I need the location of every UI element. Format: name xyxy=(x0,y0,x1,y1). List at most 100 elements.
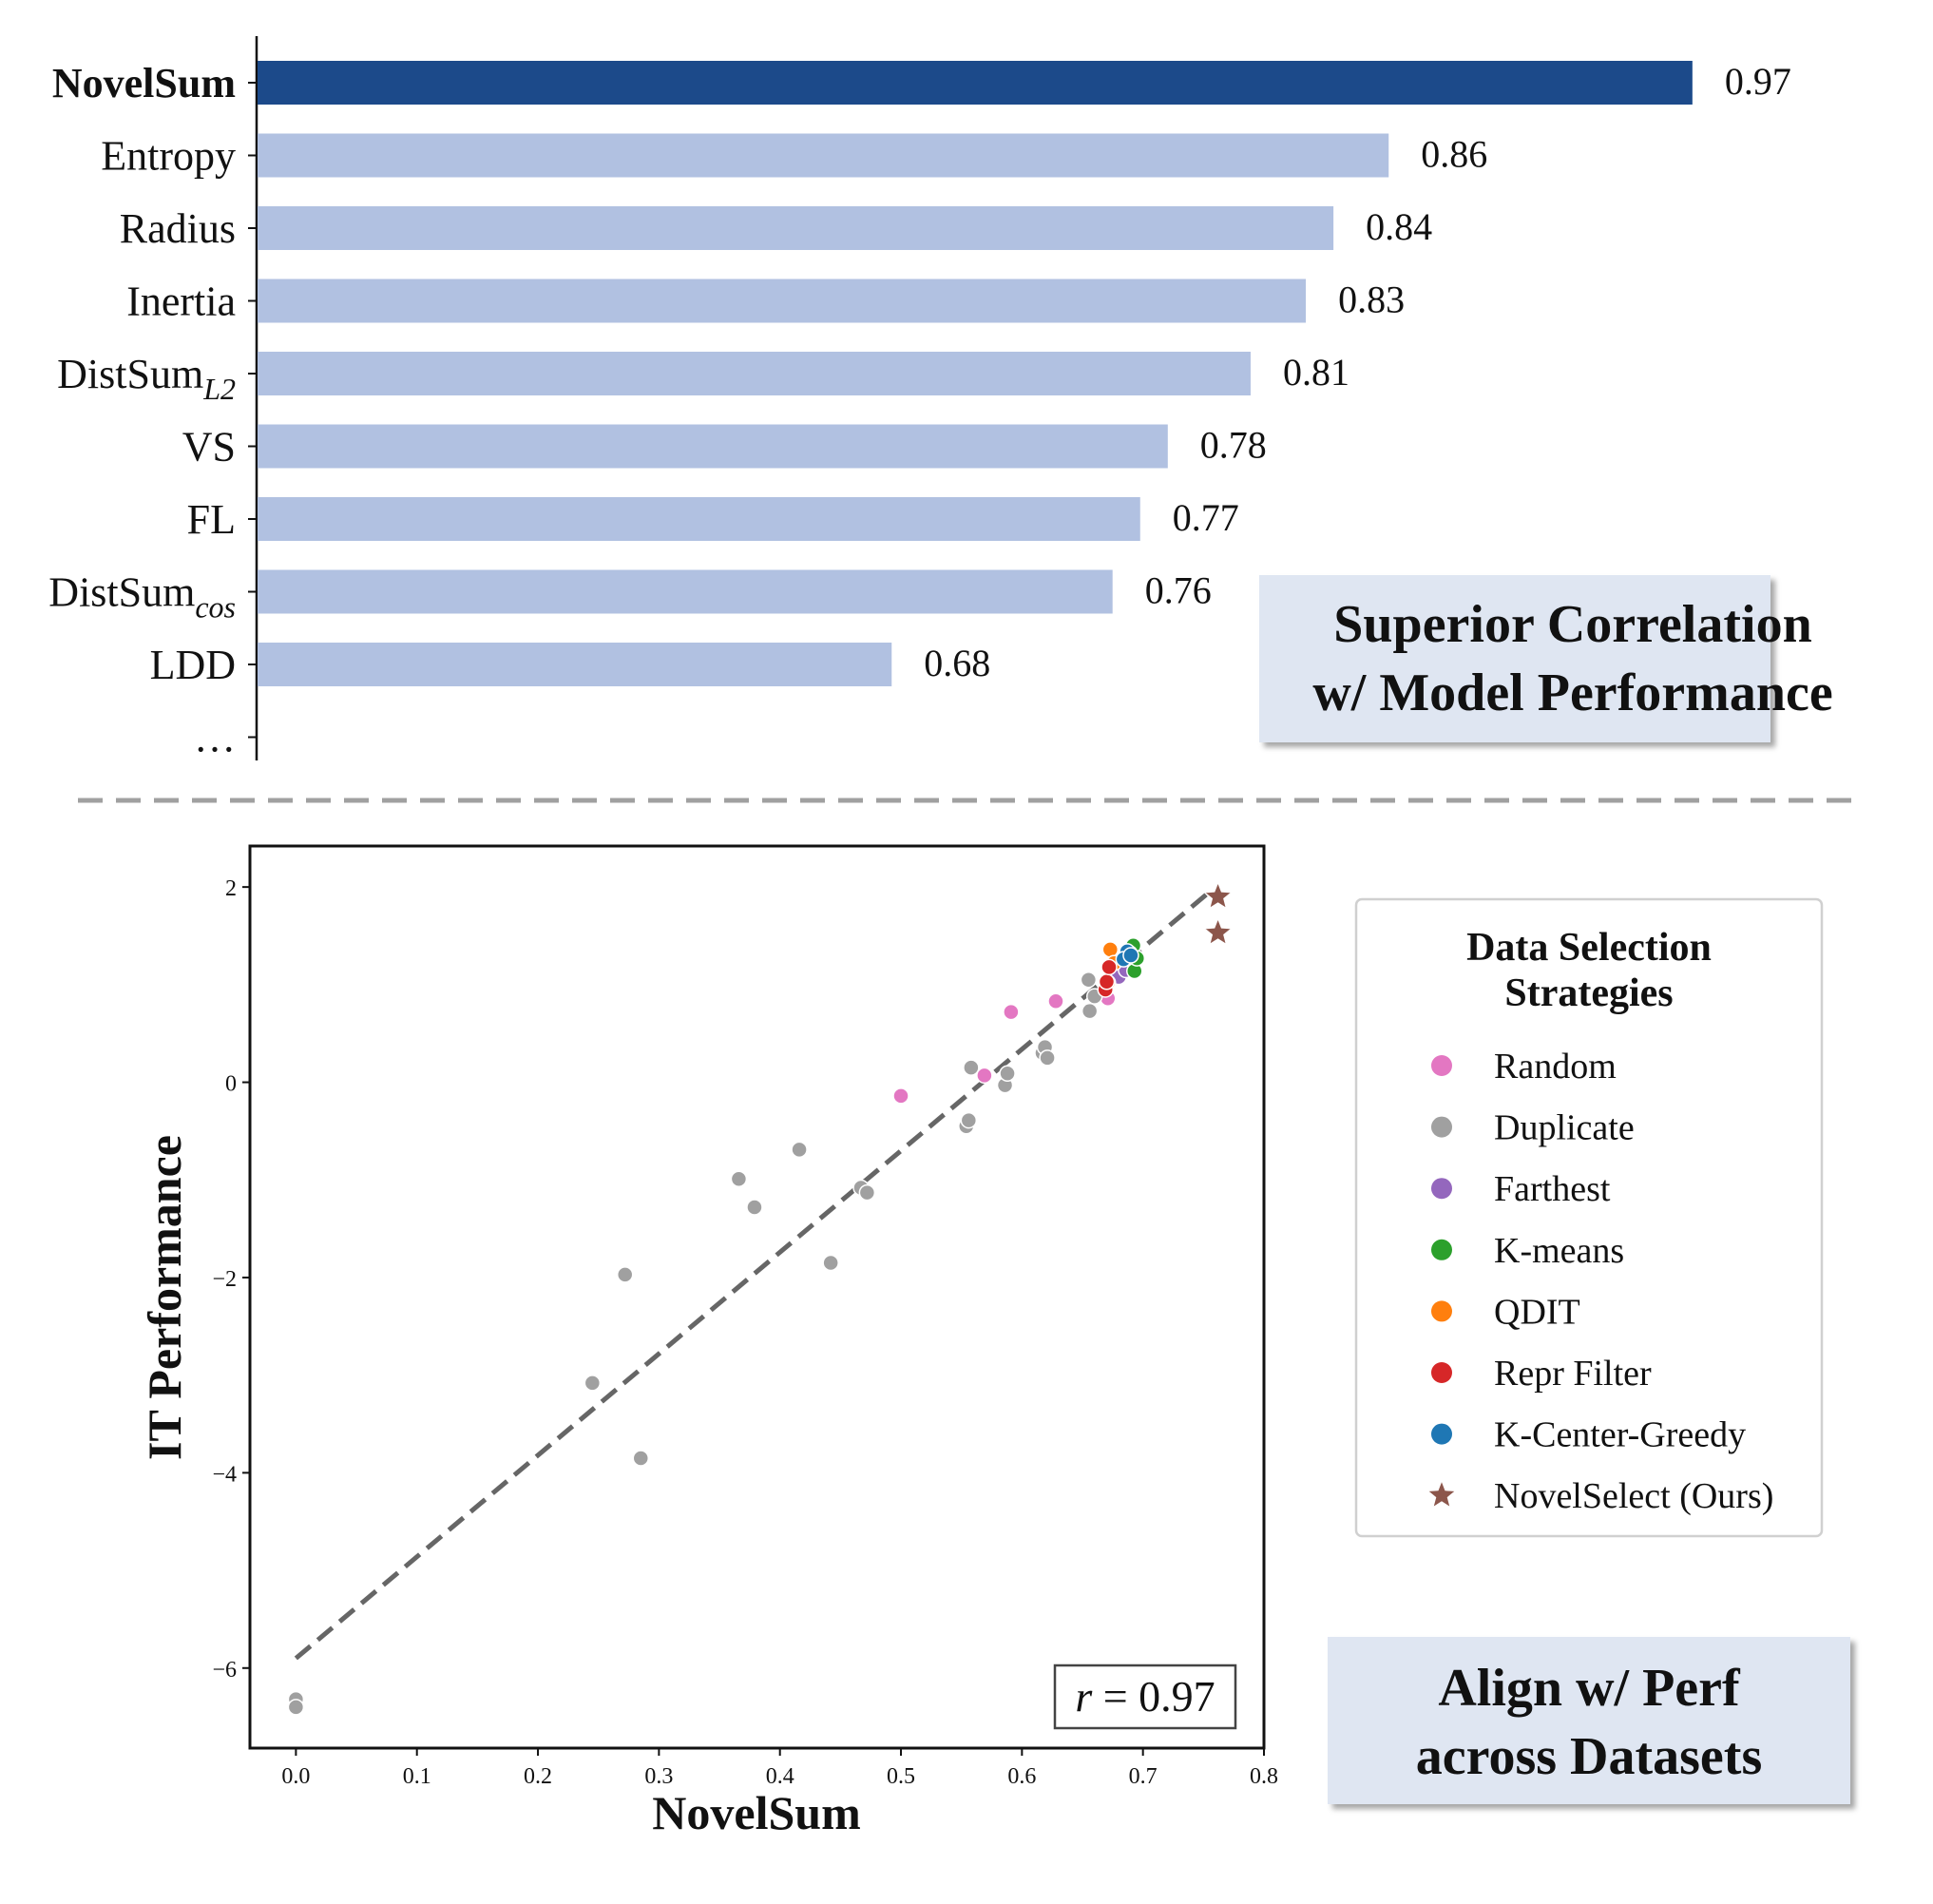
legend-item-novelselect-ours: NovelSelect (Ours) xyxy=(1428,1476,1773,1516)
point-novelselect-ours xyxy=(1202,916,1234,946)
legend-box xyxy=(1354,897,1824,1538)
align-callout-line2: across Datasets xyxy=(1416,1727,1762,1786)
legend-label-k-center-greedy: K-Center-Greedy xyxy=(1494,1415,1746,1455)
point-duplicate xyxy=(858,1183,876,1202)
bar-category-label-radius: Radius xyxy=(120,205,236,252)
legend-label-k-means: K-means xyxy=(1494,1231,1624,1271)
point-k-center-greedy xyxy=(1122,947,1139,964)
bar-chart-ticks xyxy=(248,82,257,739)
correlation-annotation-text: r = 0.97 xyxy=(1075,1672,1215,1721)
correlation-r-value: = 0.97 xyxy=(1092,1672,1215,1721)
bar-chart: NovelSumEntropyRadiusInertiaDistSumL2VSF… xyxy=(48,36,1791,761)
x-tick-label: 0.3 xyxy=(644,1764,673,1789)
bar-radius xyxy=(258,206,1334,250)
bar-category-label-novelsum: NovelSum xyxy=(52,60,236,106)
series-k-center-greedy xyxy=(1115,943,1139,968)
legend-marker-k-center-greedy xyxy=(1431,1423,1452,1445)
align-callout-box xyxy=(1328,1637,1850,1804)
point-random xyxy=(976,1067,993,1085)
bar-category-label-fl: FL xyxy=(187,496,236,543)
point-duplicate xyxy=(632,1450,650,1467)
legend-label-repr-filter: Repr Filter xyxy=(1494,1354,1652,1394)
bar-chart-category-labels: NovelSumEntropyRadiusInertiaDistSumL2VSF… xyxy=(48,60,236,761)
legend: Data Selection Strategies Random Duplicat… xyxy=(1354,897,1824,1538)
x-tick-label: 0.2 xyxy=(524,1764,552,1789)
bar-category-main: … xyxy=(194,715,236,761)
bar-ldd xyxy=(258,643,892,686)
correlation-annotation: r = 0.97 xyxy=(1053,1664,1237,1730)
correlation-r-symbol: r xyxy=(1075,1672,1093,1721)
bar-category-main: Entropy xyxy=(101,133,236,180)
x-tick-label: 0.5 xyxy=(887,1764,915,1789)
bar-entropy xyxy=(258,133,1389,178)
bar-chart-value-labels: 0.97 0.86 0.84 0.83 0.81 0.78 0.77 0.76 0.68 xyxy=(924,60,1791,684)
bar-value-label-vs: 0.78 xyxy=(1200,424,1267,467)
bar-category-label-distsum-l2: DistSumL2 xyxy=(57,351,236,406)
legend-marker-k-means xyxy=(1431,1239,1452,1260)
point-repr-filter xyxy=(1098,973,1116,990)
bar-category-label-vs: VS xyxy=(182,424,236,471)
align-callout-line1: Align w/ Perf xyxy=(1438,1659,1741,1718)
legend-marker-farthest xyxy=(1431,1178,1452,1200)
legend-item-k-means: K-means xyxy=(1431,1231,1624,1271)
legend-label-novelselect-ours: NovelSelect (Ours) xyxy=(1494,1476,1773,1516)
bar-category-main: FL xyxy=(187,496,236,543)
bar-value-label-ldd: 0.68 xyxy=(924,642,990,684)
series-duplicate xyxy=(287,971,1103,1716)
point-duplicate xyxy=(287,1699,305,1716)
legend-label-random: Random xyxy=(1494,1047,1617,1087)
x-tick-label: 0.7 xyxy=(1129,1764,1158,1789)
bar-category-subscript: L2 xyxy=(202,372,236,406)
y-tick-label: −4 xyxy=(212,1462,237,1487)
y-tick-label: 0 xyxy=(225,1072,237,1097)
bar-category-main: DistSum xyxy=(57,351,203,397)
x-tick-label: 0.0 xyxy=(281,1764,310,1789)
bar-category-main: Radius xyxy=(120,205,236,252)
bar-category-main: DistSum xyxy=(48,569,195,616)
x-tick-label: 0.8 xyxy=(1250,1764,1278,1789)
point-duplicate xyxy=(963,1059,980,1076)
bar-category-label-ldd: LDD xyxy=(150,642,236,688)
point-random xyxy=(892,1087,909,1105)
bar-value-label-inertia: 0.83 xyxy=(1338,279,1405,321)
bar-category-label-entropy: Entropy xyxy=(101,133,236,180)
bar-category-main: LDD xyxy=(150,642,236,688)
point-duplicate xyxy=(1080,971,1098,989)
legend-label-farthest: Farthest xyxy=(1494,1169,1611,1209)
bar-inertia xyxy=(258,279,1307,323)
bar-distsum-l2 xyxy=(258,352,1251,395)
scatter-plot: 0.0 0.1 0.2 0.3 0.4 0.5 0.6 0.7 0.8 −6 −4 −2 0 2 Nove… xyxy=(138,844,1278,1839)
legend-marker-duplicate xyxy=(1431,1116,1452,1138)
bar-value-label-distsum-l2: 0.81 xyxy=(1283,351,1349,394)
bar-vs xyxy=(258,424,1168,469)
point-duplicate xyxy=(960,1111,978,1129)
point-duplicate xyxy=(791,1141,808,1159)
point-duplicate xyxy=(584,1375,602,1392)
y-tick-label: −6 xyxy=(212,1658,237,1683)
bar-category-main: VS xyxy=(182,424,236,471)
point-random xyxy=(1003,1003,1020,1021)
bar-value-label-entropy: 0.86 xyxy=(1421,133,1487,176)
align-callout: Align w/ Perf across Datasets xyxy=(1328,1637,1850,1804)
legend-item-repr-filter: Repr Filter xyxy=(1431,1354,1652,1394)
point-duplicate xyxy=(746,1199,763,1216)
point-duplicate xyxy=(822,1254,839,1272)
point-duplicate xyxy=(1081,1002,1099,1020)
point-duplicate xyxy=(1039,1049,1056,1067)
point-novelselect-ours xyxy=(1202,880,1234,910)
legend-item-farthest: Farthest xyxy=(1431,1169,1611,1209)
bar-value-label-radius: 0.84 xyxy=(1366,205,1432,248)
legend-item-k-center-greedy: K-Center-Greedy xyxy=(1431,1415,1746,1455)
bar-category-main: Inertia xyxy=(126,279,236,325)
bar-fl xyxy=(258,497,1140,541)
legend-title-line1: Data Selection xyxy=(1466,926,1712,970)
bar-novelsum xyxy=(258,61,1693,105)
bar-chart-bars xyxy=(258,61,1693,686)
legend-entries: Random Duplicate Farthest K-means QDIT Repr F… xyxy=(1428,1047,1773,1516)
x-tick-label: 0.1 xyxy=(403,1764,431,1789)
series-novelselect-ours xyxy=(1202,880,1234,946)
legend-marker-repr-filter xyxy=(1431,1362,1452,1383)
legend-item-qdit: QDIT xyxy=(1431,1292,1580,1332)
point-duplicate xyxy=(730,1170,748,1187)
